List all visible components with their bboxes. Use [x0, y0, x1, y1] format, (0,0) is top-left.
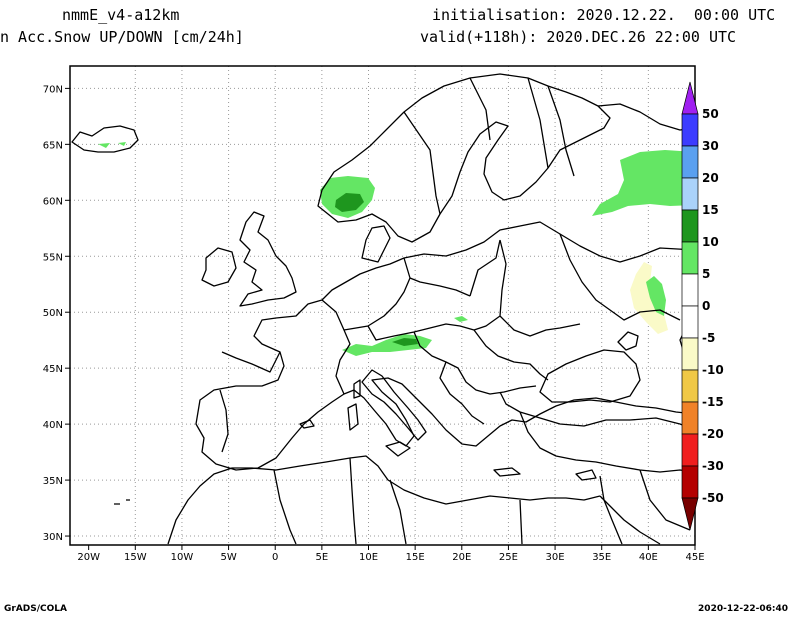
colorbar-label: -20 [702, 427, 724, 441]
lon-label: 5W [220, 552, 236, 563]
north-africa-outline [167, 455, 661, 545]
colorbar-label: 0 [702, 299, 710, 313]
kola-coast [597, 103, 695, 131]
lat-label: 70N [43, 84, 63, 95]
variable-title: n Acc.Snow UP/DOWN [cm/24h] [0, 28, 244, 46]
colorbar-label: -10 [702, 363, 724, 377]
colorbar-label: -30 [702, 459, 724, 473]
lat-label: 50N [43, 308, 63, 319]
colorbar-label: -5 [702, 331, 715, 345]
lon-label: 0 [272, 552, 278, 563]
lon-label: 45E [685, 552, 704, 563]
lon-label: 30E [546, 552, 565, 563]
shade-tatras [454, 316, 468, 322]
colorbar-swatch [681, 177, 699, 211]
lon-label: 10W [171, 552, 194, 563]
cyprus-outline [575, 469, 597, 481]
colorbar-swatch [681, 433, 699, 467]
colorbar-swatch [681, 497, 699, 531]
colorbar-label: 15 [702, 203, 719, 217]
colorbar-swatch [681, 113, 699, 147]
italy-outline [361, 369, 427, 441]
colorbar-label: -50 [702, 491, 724, 505]
lat-label: 40N [43, 420, 63, 431]
coastlines-borders [71, 73, 695, 545]
colorbar-label: 30 [702, 139, 719, 153]
lat-label: 60N [43, 196, 63, 207]
lon-label: 25E [499, 552, 518, 563]
model-title: nmmE_v4-a12km [62, 6, 180, 24]
valid-time: valid(+118h): 2020.DEC.26 22:00 UTC [420, 28, 737, 46]
shade-norway-dark [335, 193, 364, 212]
colorbar-swatch [681, 209, 699, 243]
corsica-outline [353, 379, 361, 399]
denmark-outline [361, 225, 391, 263]
colorbar-swatch [681, 145, 699, 179]
colorbar-swatch [681, 273, 699, 307]
footer-timestamp: 2020-12-22-06:40 [698, 604, 788, 614]
scandinavia-borders [403, 77, 549, 215]
iceland-outline [71, 125, 139, 153]
colorbar-swatch [681, 337, 699, 371]
black-sea-outline [539, 349, 641, 403]
lon-label: 20E [452, 552, 471, 563]
finland-russia-border [547, 85, 575, 177]
great-britain-outline [239, 211, 297, 307]
continent-outline [195, 221, 695, 471]
colorbar-label: 50 [702, 107, 719, 121]
colorbar-swatch [681, 241, 699, 275]
colorbar-swatch [681, 305, 699, 339]
lat-label: 55N [43, 252, 63, 263]
crete-outline [493, 467, 521, 477]
initialisation-time: initialisation: 2020.12.22. 00:00 UTC [432, 6, 776, 24]
ireland-outline [201, 247, 237, 287]
canary-islands [114, 499, 130, 505]
longitude-labels: 20W 15W 10W 5W 0 5E 10E 15E 20E 25E 30E 35E 40E 45E [77, 545, 705, 563]
lon-label: 5E [316, 552, 329, 563]
lat-lon-grid [70, 66, 695, 545]
shade-alps-dark [392, 338, 418, 346]
colorbar-swatch [681, 465, 699, 499]
scandinavia-outline [317, 73, 611, 243]
balearic-outline [299, 419, 315, 429]
colorbar-swatch [681, 369, 699, 403]
lon-label: 40E [639, 552, 658, 563]
lon-label: 10E [359, 552, 378, 563]
colorbar-label: 20 [702, 171, 719, 185]
lat-label: 45N [43, 364, 63, 375]
snow-change-shading [98, 142, 695, 356]
footer-software: GrADS/COLA [4, 604, 67, 614]
lon-label: 15E [406, 552, 425, 563]
lon-label: 15W [124, 552, 147, 563]
sicily-outline [385, 441, 411, 457]
shade-iceland [98, 142, 126, 148]
lat-label: 35N [43, 476, 63, 487]
shade-volga-decrease [630, 262, 668, 334]
shade-east-green [646, 276, 666, 316]
lon-label: 20W [77, 552, 100, 563]
lon-label: 35E [592, 552, 611, 563]
shade-russia-east [592, 150, 695, 216]
colorbar-label: 10 [702, 235, 719, 249]
sardinia-outline [347, 403, 359, 431]
colorbar-label: 5 [702, 267, 710, 281]
lat-label: 65N [43, 140, 63, 151]
colorbar-swatch [681, 401, 699, 435]
turkey-outline [519, 411, 695, 473]
latitude-labels: 70N 65N 60N 55N 50N 45N 40N 35N 30N [43, 84, 70, 543]
colorbar-label: -15 [702, 395, 724, 409]
country-borders [219, 233, 681, 453]
lat-label: 30N [43, 532, 63, 543]
azov-outline [617, 331, 639, 351]
middle-east-borders [599, 469, 691, 545]
